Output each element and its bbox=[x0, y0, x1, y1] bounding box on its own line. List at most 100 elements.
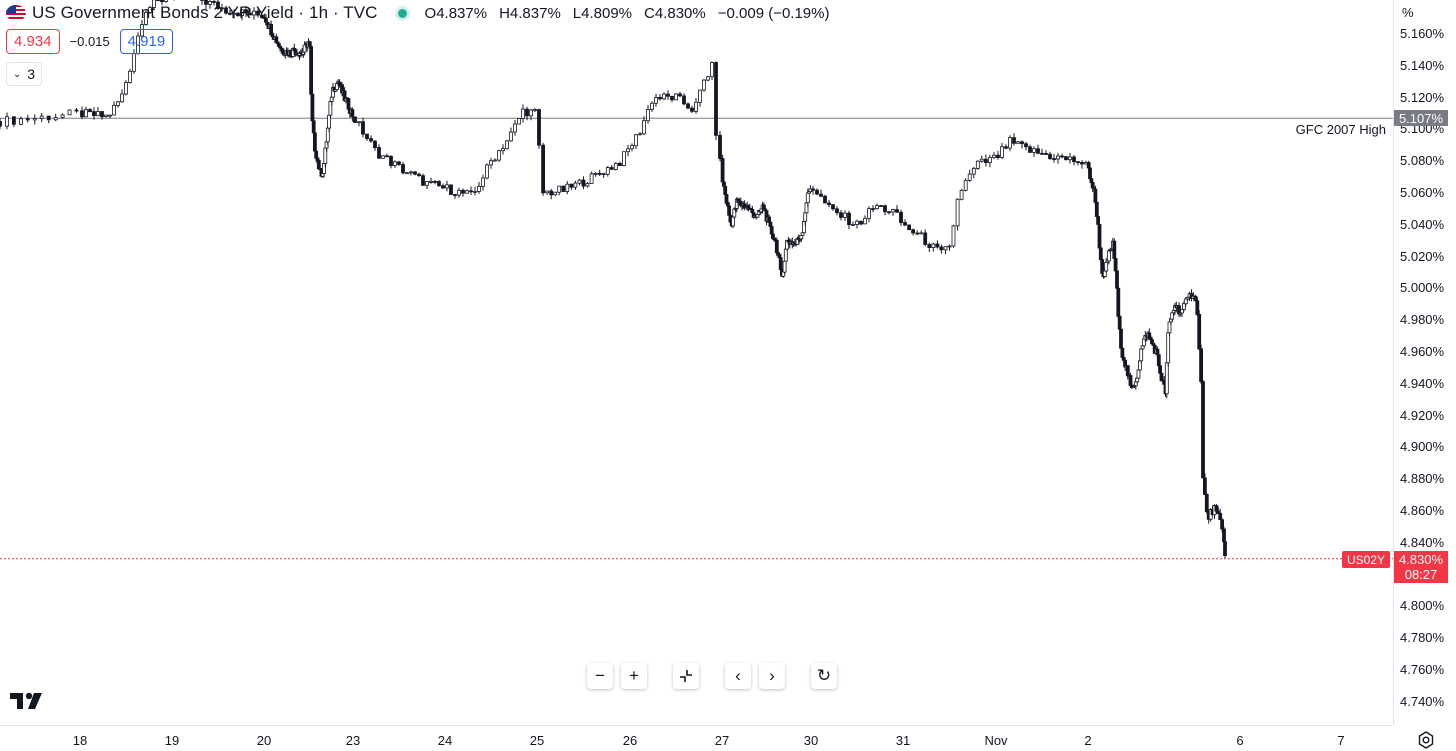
candle[interactable] bbox=[228, 9, 232, 16]
candle[interactable] bbox=[1068, 152, 1072, 164]
candle[interactable] bbox=[1048, 151, 1052, 160]
candle[interactable] bbox=[883, 204, 887, 216]
candle[interactable] bbox=[144, 10, 148, 26]
candle[interactable] bbox=[1119, 326, 1123, 351]
candle[interactable] bbox=[839, 210, 843, 221]
candle[interactable] bbox=[521, 104, 525, 123]
reset-scale-button[interactable] bbox=[673, 663, 699, 689]
candle[interactable] bbox=[939, 244, 944, 254]
candle[interactable] bbox=[441, 183, 445, 189]
candle[interactable] bbox=[605, 166, 610, 177]
candle[interactable] bbox=[654, 93, 658, 107]
candle[interactable] bbox=[1199, 344, 1203, 385]
candle[interactable] bbox=[1024, 141, 1028, 151]
candle[interactable] bbox=[658, 94, 662, 101]
candle[interactable] bbox=[1112, 238, 1117, 261]
candle[interactable] bbox=[1008, 135, 1012, 152]
tradingview-logo-icon[interactable] bbox=[10, 692, 44, 710]
candle[interactable] bbox=[947, 244, 952, 251]
candle[interactable] bbox=[11, 116, 16, 128]
candle[interactable] bbox=[589, 171, 594, 184]
candle[interactable] bbox=[236, 12, 240, 17]
candle[interactable] bbox=[963, 178, 968, 192]
candle[interactable] bbox=[618, 161, 622, 166]
candle[interactable] bbox=[473, 186, 477, 196]
candle[interactable] bbox=[224, 5, 228, 15]
candle[interactable] bbox=[389, 155, 393, 169]
candle[interactable] bbox=[831, 204, 835, 211]
candle[interactable] bbox=[373, 140, 377, 151]
candle[interactable] bbox=[357, 121, 361, 127]
candle[interactable] bbox=[489, 157, 493, 169]
candle[interactable] bbox=[634, 134, 638, 150]
candle[interactable] bbox=[46, 115, 51, 124]
candle[interactable] bbox=[67, 109, 72, 116]
candle[interactable] bbox=[160, 0, 164, 6]
candle[interactable] bbox=[501, 144, 505, 155]
candle[interactable] bbox=[1189, 289, 1194, 302]
candle[interactable] bbox=[1056, 152, 1060, 164]
reset-chart-button[interactable]: ↻ bbox=[811, 663, 837, 689]
candle[interactable] bbox=[613, 162, 618, 171]
candle[interactable] bbox=[429, 177, 433, 184]
candle[interactable] bbox=[1080, 160, 1084, 169]
candle[interactable] bbox=[871, 205, 875, 213]
candle[interactable] bbox=[581, 176, 586, 190]
candle[interactable] bbox=[867, 206, 871, 223]
candle[interactable] bbox=[988, 154, 992, 168]
zoom-in-button[interactable]: + bbox=[621, 663, 647, 689]
candle[interactable] bbox=[353, 116, 357, 123]
candle[interactable] bbox=[1180, 309, 1184, 317]
candle[interactable] bbox=[537, 108, 541, 149]
candle[interactable] bbox=[585, 182, 590, 188]
candle[interactable] bbox=[248, 8, 252, 16]
candle[interactable] bbox=[682, 93, 686, 106]
candle[interactable] bbox=[156, 0, 160, 2]
candle[interactable] bbox=[971, 166, 976, 179]
candle[interactable] bbox=[899, 209, 903, 226]
candle[interactable] bbox=[413, 170, 417, 176]
candle[interactable] bbox=[597, 169, 602, 176]
candle[interactable] bbox=[541, 142, 545, 196]
candle[interactable] bbox=[497, 149, 501, 162]
candle[interactable] bbox=[561, 185, 566, 192]
candle[interactable] bbox=[1116, 287, 1121, 320]
candle[interactable] bbox=[915, 230, 920, 236]
buy-button[interactable]: 4.919 bbox=[119, 29, 174, 54]
candle[interactable] bbox=[437, 180, 441, 187]
candle[interactable] bbox=[220, 3, 224, 12]
candle[interactable] bbox=[1040, 148, 1044, 155]
candle[interactable] bbox=[706, 75, 710, 82]
candle[interactable] bbox=[1097, 223, 1102, 249]
candle[interactable] bbox=[955, 198, 960, 231]
candle[interactable] bbox=[1201, 379, 1205, 479]
candle[interactable] bbox=[662, 92, 666, 101]
candle[interactable] bbox=[18, 116, 23, 126]
candle[interactable] bbox=[128, 68, 132, 84]
candle[interactable] bbox=[646, 105, 650, 124]
candle[interactable] bbox=[895, 205, 899, 213]
candle[interactable] bbox=[979, 155, 984, 163]
candle[interactable] bbox=[557, 185, 562, 196]
candle[interactable] bbox=[638, 132, 642, 136]
candle[interactable] bbox=[401, 161, 405, 175]
candle[interactable] bbox=[5, 112, 9, 130]
candle[interactable] bbox=[148, 5, 152, 14]
candle[interactable] bbox=[1218, 508, 1223, 520]
candle[interactable] bbox=[32, 114, 37, 125]
candle[interactable] bbox=[74, 108, 79, 113]
candle[interactable] bbox=[879, 204, 883, 208]
candle[interactable] bbox=[875, 203, 879, 210]
candle[interactable] bbox=[718, 131, 722, 162]
candle[interactable] bbox=[674, 93, 678, 101]
candle[interactable] bbox=[80, 106, 84, 120]
price-axis-unit[interactable]: % bbox=[1402, 5, 1414, 20]
candle[interactable] bbox=[1016, 141, 1020, 144]
candle[interactable] bbox=[943, 246, 948, 254]
candle[interactable] bbox=[907, 224, 911, 231]
candle[interactable] bbox=[967, 169, 972, 182]
candle[interactable] bbox=[260, 14, 264, 19]
candle[interactable] bbox=[100, 111, 104, 120]
candle[interactable] bbox=[409, 170, 413, 176]
candle[interactable] bbox=[666, 90, 670, 100]
